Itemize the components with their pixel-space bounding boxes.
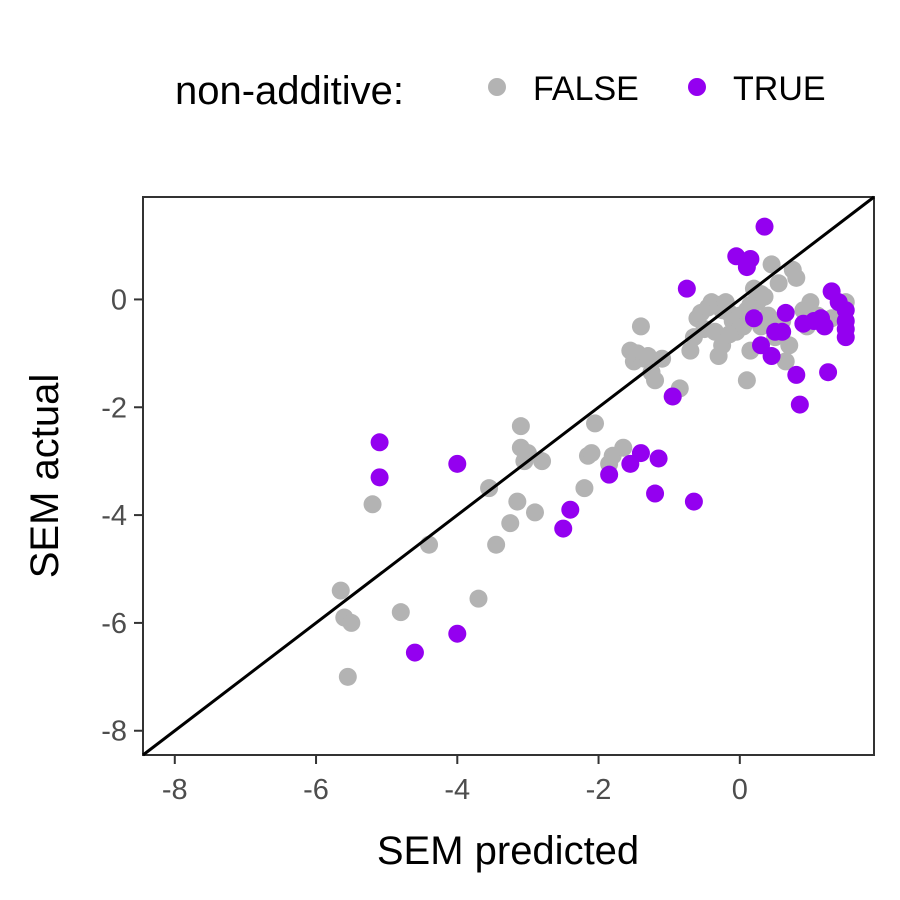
x-tick-label: 0	[732, 774, 748, 806]
point-false	[533, 452, 552, 471]
point-true	[744, 309, 763, 328]
point-false	[631, 317, 650, 336]
point-false	[801, 293, 820, 312]
point-false	[780, 336, 799, 355]
point-false	[776, 352, 795, 371]
point-true	[836, 328, 855, 347]
x-tick-label: -6	[303, 774, 329, 806]
point-true	[741, 250, 760, 268]
point-true	[646, 484, 665, 503]
point-false	[508, 492, 527, 511]
point-true	[684, 492, 703, 511]
point-true	[815, 317, 834, 336]
point-false	[582, 444, 601, 463]
identity-line	[142, 195, 875, 757]
point-false	[501, 514, 520, 533]
point-false	[511, 417, 530, 436]
point-false	[787, 268, 806, 287]
point-true	[819, 363, 838, 382]
legend-key-true	[688, 78, 706, 96]
point-false	[720, 325, 739, 344]
x-tick-label: -8	[162, 774, 188, 806]
point-true	[600, 465, 619, 484]
point-false	[646, 371, 665, 390]
legend-key-false	[488, 78, 506, 96]
point-false	[525, 503, 544, 522]
point-true	[370, 468, 389, 487]
y-tick-label: -4	[101, 500, 127, 532]
points-layer	[331, 217, 855, 686]
point-false	[575, 479, 594, 498]
point-true	[370, 433, 389, 452]
point-true	[561, 500, 580, 519]
point-false	[363, 495, 382, 514]
x-tick-label: -4	[444, 774, 470, 806]
y-tick-label: 0	[111, 284, 127, 316]
point-true	[554, 519, 573, 538]
y-tick-label: -6	[101, 608, 127, 640]
point-false	[331, 581, 350, 600]
point-false	[706, 322, 725, 341]
legend: non-additive: FALSE TRUE	[175, 69, 826, 113]
point-true	[405, 643, 424, 662]
point-false	[469, 589, 488, 608]
point-true	[631, 444, 650, 463]
point-false	[391, 603, 410, 622]
point-true	[787, 365, 806, 384]
point-false	[681, 341, 700, 360]
point-true	[663, 387, 682, 406]
legend-label-false: FALSE	[533, 70, 639, 108]
x-axis: -8 -6 -4 -2 0	[162, 755, 748, 806]
point-true	[448, 454, 467, 473]
y-tick-label: -2	[101, 392, 127, 424]
legend-title: non-additive:	[175, 69, 404, 113]
point-true	[776, 303, 795, 322]
point-false	[638, 347, 657, 366]
point-false	[762, 255, 781, 274]
point-true	[755, 217, 774, 236]
point-true	[773, 322, 792, 341]
point-true	[649, 449, 668, 468]
point-false	[614, 438, 633, 457]
point-false	[769, 274, 788, 293]
point-false	[709, 347, 728, 366]
x-axis-title: SEM predicted	[377, 829, 639, 873]
x-tick-label: -2	[586, 774, 612, 806]
point-false	[342, 613, 361, 632]
point-true	[790, 395, 809, 414]
point-false	[338, 667, 357, 686]
point-true	[677, 279, 696, 298]
point-true	[448, 624, 467, 643]
point-false	[737, 371, 756, 390]
legend-label-true: TRUE	[733, 70, 826, 108]
point-false	[586, 414, 605, 433]
point-true	[762, 347, 781, 366]
point-false	[755, 287, 774, 306]
y-axis-title: SEM actual	[23, 374, 67, 579]
point-false	[487, 535, 506, 554]
y-axis: -8 -6 -4 -2 0	[101, 284, 143, 748]
y-tick-label: -8	[101, 716, 127, 748]
